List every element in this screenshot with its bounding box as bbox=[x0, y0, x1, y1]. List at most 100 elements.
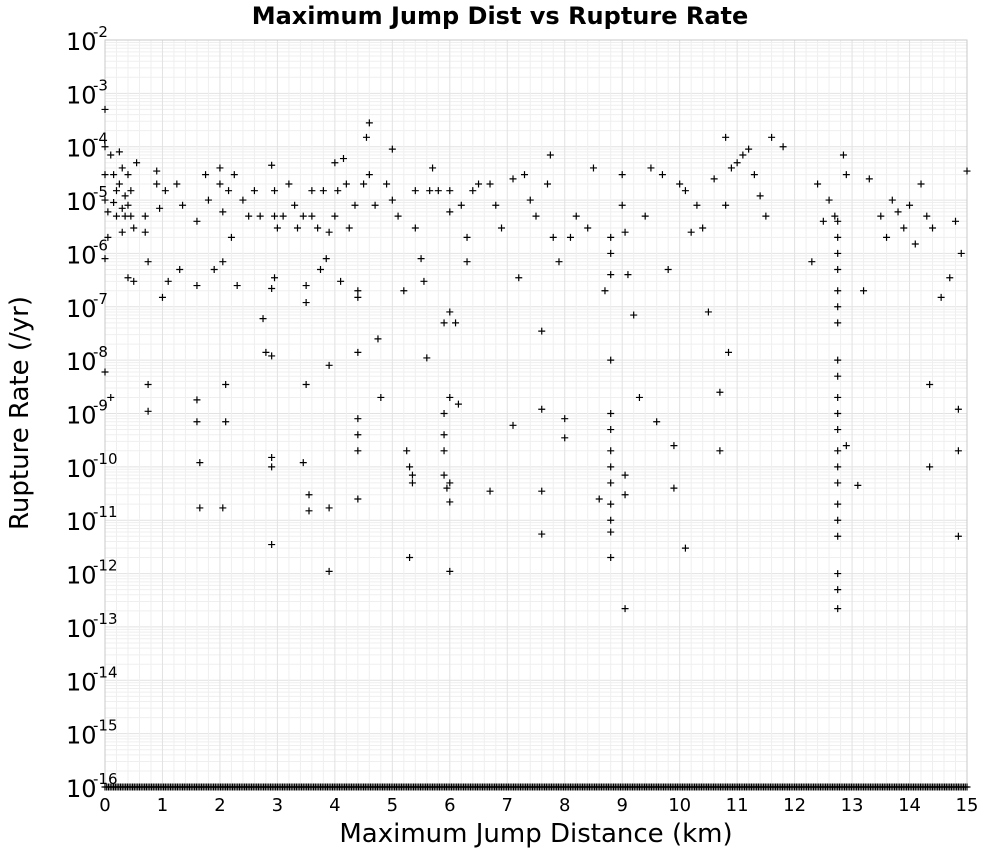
data-point bbox=[423, 354, 431, 362]
data-point bbox=[434, 187, 442, 195]
y-tick-label: 10 bbox=[66, 135, 97, 163]
data-point bbox=[161, 187, 169, 195]
data-point bbox=[153, 167, 161, 175]
x-tick-label: 11 bbox=[726, 795, 749, 816]
y-tick-label: 10 bbox=[66, 295, 97, 323]
data-point bbox=[607, 233, 615, 241]
data-point bbox=[271, 274, 279, 282]
data-point bbox=[408, 479, 416, 487]
data-point bbox=[302, 299, 310, 307]
data-point bbox=[658, 171, 666, 179]
data-point bbox=[325, 228, 333, 236]
data-point bbox=[693, 201, 701, 209]
data-point bbox=[440, 410, 448, 417]
data-point bbox=[216, 164, 224, 172]
data-point bbox=[834, 586, 842, 594]
data-point bbox=[115, 180, 123, 188]
data-point bbox=[681, 187, 689, 195]
data-point bbox=[417, 255, 425, 263]
data-point bbox=[259, 315, 267, 323]
data-point bbox=[299, 459, 307, 467]
data-point bbox=[546, 151, 554, 159]
x-tick-label: 7 bbox=[502, 795, 513, 816]
data-point bbox=[819, 217, 827, 225]
data-point bbox=[360, 180, 368, 188]
data-point bbox=[900, 224, 908, 232]
data-point bbox=[607, 516, 615, 524]
data-point bbox=[446, 498, 454, 506]
data-point bbox=[954, 532, 962, 540]
data-point bbox=[670, 484, 678, 492]
data-point bbox=[377, 393, 385, 401]
y-tick-exponent: -16 bbox=[93, 770, 118, 788]
data-point bbox=[446, 393, 454, 401]
data-point bbox=[454, 400, 462, 408]
data-point bbox=[319, 187, 327, 195]
y-tick-label: 10 bbox=[66, 81, 97, 109]
data-point bbox=[716, 388, 724, 396]
data-point bbox=[860, 287, 868, 295]
data-point bbox=[647, 164, 655, 172]
data-point bbox=[463, 233, 471, 241]
data-point bbox=[440, 447, 448, 455]
data-point bbox=[101, 368, 109, 376]
data-point bbox=[676, 180, 684, 188]
y-tick-exponent: -4 bbox=[93, 130, 108, 148]
data-point bbox=[834, 233, 842, 241]
y-tick-exponent: -3 bbox=[93, 76, 108, 94]
data-point bbox=[607, 410, 615, 417]
data-point bbox=[388, 145, 396, 153]
data-point bbox=[589, 164, 597, 172]
data-point bbox=[923, 212, 931, 220]
x-axis-ticks: 0 1 2 3 4 5 6 7 8 9 10 11 12 13 14 15 bbox=[99, 795, 978, 816]
data-point bbox=[130, 224, 138, 232]
data-point bbox=[325, 504, 333, 512]
data-point bbox=[762, 212, 770, 220]
data-point bbox=[538, 405, 546, 413]
data-point bbox=[929, 224, 937, 232]
data-point bbox=[521, 171, 529, 179]
y-tick-exponent: -5 bbox=[93, 183, 108, 201]
data-point bbox=[452, 319, 460, 327]
data-point bbox=[101, 143, 109, 151]
data-point bbox=[216, 180, 224, 188]
data-points bbox=[101, 105, 971, 791]
x-tick-label: 4 bbox=[329, 795, 340, 816]
data-point bbox=[664, 265, 672, 273]
data-point bbox=[926, 463, 934, 471]
data-point bbox=[440, 319, 448, 327]
y-tick-label: 10 bbox=[66, 562, 97, 590]
data-point bbox=[963, 783, 971, 791]
data-point bbox=[268, 285, 276, 293]
data-point bbox=[196, 459, 204, 467]
data-point bbox=[704, 308, 712, 316]
data-point bbox=[193, 217, 201, 225]
data-point bbox=[133, 159, 141, 167]
data-point bbox=[144, 380, 152, 388]
data-point bbox=[233, 282, 241, 290]
data-point bbox=[607, 479, 615, 487]
x-axis-label: Maximum Jump Distance (km) bbox=[339, 819, 732, 849]
data-point bbox=[635, 393, 643, 401]
data-point bbox=[607, 426, 615, 434]
data-point bbox=[733, 159, 741, 167]
data-point bbox=[834, 532, 842, 540]
data-point bbox=[112, 187, 120, 195]
y-tick-exponent: -13 bbox=[93, 610, 118, 628]
data-point bbox=[566, 233, 574, 241]
data-point bbox=[420, 277, 428, 285]
data-point bbox=[538, 487, 546, 495]
data-point bbox=[492, 201, 500, 209]
data-point bbox=[271, 187, 279, 195]
data-point bbox=[572, 212, 580, 220]
data-point bbox=[681, 544, 689, 552]
data-point bbox=[621, 605, 629, 613]
data-point bbox=[193, 418, 201, 426]
data-point bbox=[963, 167, 971, 175]
data-point bbox=[469, 187, 477, 195]
data-point bbox=[210, 265, 218, 273]
data-point bbox=[621, 228, 629, 236]
data-point bbox=[124, 274, 132, 282]
data-point bbox=[153, 180, 161, 188]
data-point bbox=[618, 201, 626, 209]
